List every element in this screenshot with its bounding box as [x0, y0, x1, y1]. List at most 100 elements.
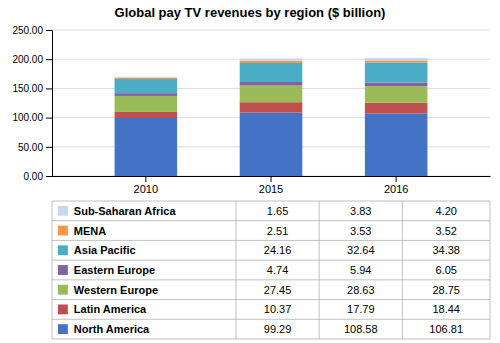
y-tick-mark — [46, 118, 52, 119]
table-value: 4.74 — [267, 264, 288, 276]
x-tick-mark — [271, 176, 272, 182]
table-rule — [52, 220, 490, 221]
table-rule — [52, 201, 53, 339]
bar-series — [115, 60, 428, 79]
x-tick-mark — [145, 176, 146, 182]
bar — [115, 96, 178, 112]
grid-line — [52, 30, 490, 31]
table-value: 24.16 — [264, 244, 292, 256]
table-value: 3.52 — [435, 225, 456, 237]
table-rule — [490, 201, 491, 339]
table-rule — [52, 279, 490, 280]
legend-label: Eastern Europe — [74, 264, 155, 276]
bar-series — [115, 62, 428, 93]
legend-swatch — [58, 245, 68, 255]
bar — [365, 62, 428, 82]
bar — [115, 118, 178, 176]
table-rule — [52, 201, 490, 202]
y-tick-mark — [46, 88, 52, 89]
table-rule — [52, 240, 490, 241]
legend-swatch — [58, 305, 68, 315]
bar — [365, 86, 428, 103]
bar — [365, 60, 428, 62]
x-tick: 2010 — [134, 176, 158, 195]
legend-label: Western Europe — [74, 284, 158, 296]
table: Sub-Saharan Africa1.653.834.20MENA2.513.… — [52, 201, 490, 339]
bar — [115, 93, 178, 96]
table-value: 10.37 — [264, 303, 292, 315]
table-value: 32.64 — [347, 244, 375, 256]
y-tick-mark — [46, 59, 52, 60]
y-tick: 200.00 — [12, 54, 52, 65]
table-value: 28.63 — [347, 284, 375, 296]
x-tick-mark — [396, 176, 397, 182]
bar — [240, 82, 303, 85]
bar — [240, 85, 303, 102]
table-value: 27.45 — [264, 284, 292, 296]
bar — [365, 103, 428, 114]
x-tick-label: 2015 — [259, 183, 283, 195]
y-tick-label: 50.00 — [18, 142, 43, 153]
table-value: 5.94 — [350, 264, 371, 276]
legend-label: North America — [74, 323, 150, 335]
table-value: 99.29 — [264, 323, 292, 335]
bar — [240, 113, 303, 176]
y-tick: 0.00 — [24, 171, 52, 182]
y-tick-label: 150.00 — [12, 83, 43, 94]
legend-label: MENA — [74, 225, 106, 237]
y-axis-line — [46, 31, 53, 177]
bar — [240, 102, 303, 112]
legend-label: Sub-Saharan Africa — [74, 205, 177, 217]
legend-swatch — [58, 226, 68, 236]
table-value: 6.05 — [435, 264, 456, 276]
table-rule — [319, 201, 320, 339]
x-axis: 2010 2015 2016 — [53, 176, 491, 195]
table-value: 34.38 — [432, 244, 460, 256]
legend-swatch — [58, 285, 68, 295]
x-tick-label: 2016 — [384, 183, 408, 195]
bar — [240, 61, 303, 63]
chart: Global pay TV revenues by region ($ bill… — [0, 0, 500, 343]
table-value: 17.79 — [347, 303, 375, 315]
y-tick-label: 250.00 — [12, 25, 43, 36]
table-value: 4.20 — [435, 205, 456, 217]
table-rule — [52, 339, 490, 340]
table-rule — [235, 201, 236, 339]
y-tick-label: 100.00 — [12, 112, 43, 123]
x-tick: 2016 — [384, 176, 408, 195]
x-tick: 2015 — [259, 176, 283, 195]
table-value: 3.83 — [350, 205, 371, 217]
bar — [115, 78, 178, 79]
table-value: 28.75 — [432, 284, 460, 296]
bar — [240, 59, 303, 61]
table-value: 108.58 — [344, 323, 378, 335]
grid — [52, 30, 490, 176]
table-rule — [52, 299, 490, 300]
table-value: 106.81 — [429, 323, 463, 335]
bar — [365, 83, 428, 87]
bar — [115, 76, 178, 78]
y-tick: 150.00 — [12, 83, 52, 94]
table-rule — [52, 319, 490, 320]
table-value: 1.65 — [267, 205, 288, 217]
table-rule — [52, 260, 490, 261]
bars — [115, 58, 428, 176]
y-tick-mark — [46, 30, 52, 31]
legend-swatch — [58, 265, 68, 275]
legend-label: Asia Pacific — [74, 244, 136, 256]
table-value: 18.44 — [432, 303, 460, 315]
x-tick-label: 2010 — [134, 183, 158, 195]
legend-swatch — [58, 324, 68, 334]
legend-swatch — [58, 206, 68, 216]
table-rule — [402, 201, 403, 339]
y-tick-mark — [46, 147, 52, 148]
y-tick: 50.00 — [18, 142, 52, 153]
bar — [115, 112, 178, 118]
title: Global pay TV revenues by region ($ bill… — [115, 5, 386, 20]
y-tick-label: 0.00 — [24, 171, 44, 182]
bar — [240, 63, 303, 82]
y-tick-label: 200.00 — [12, 54, 43, 65]
table-value: 3.53 — [350, 225, 371, 237]
bar — [115, 79, 178, 93]
y-tick: 250.00 — [12, 25, 52, 36]
